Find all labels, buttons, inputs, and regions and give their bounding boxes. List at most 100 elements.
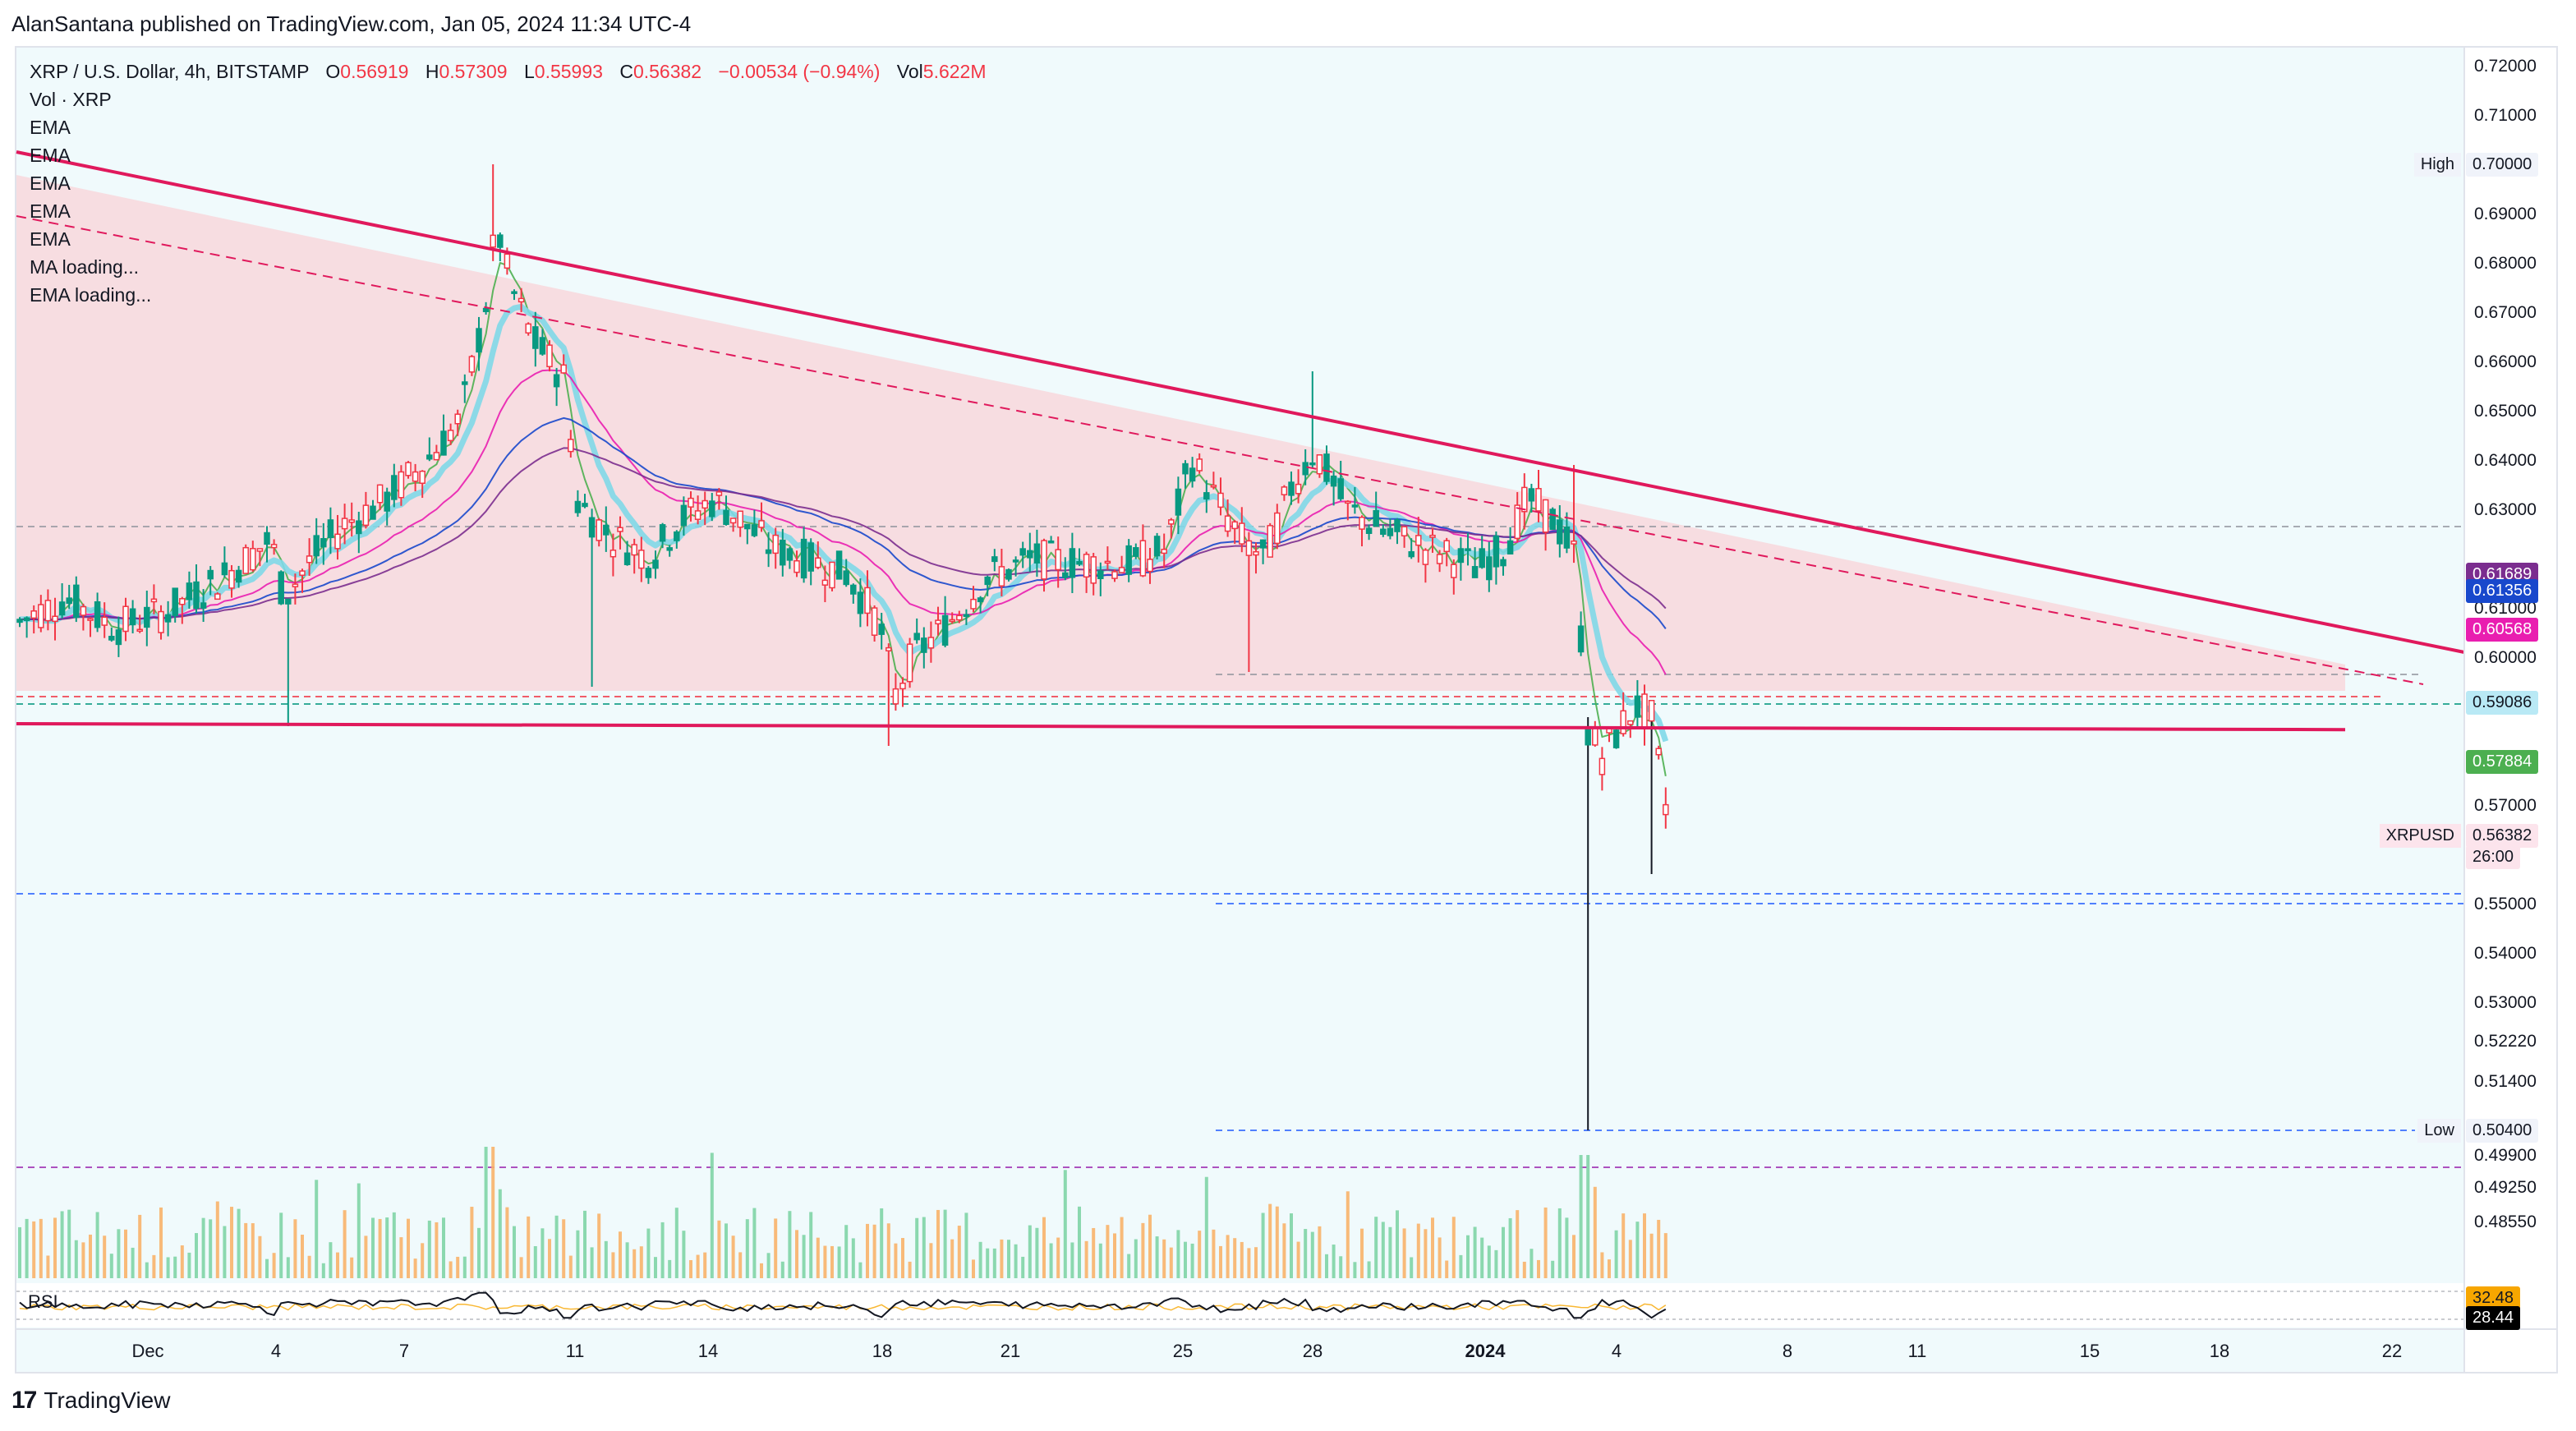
volume-bar — [25, 1218, 29, 1278]
candle-body — [744, 523, 751, 530]
volume-bar — [816, 1237, 820, 1278]
volume-bar — [548, 1239, 551, 1278]
volume-bar — [866, 1223, 869, 1278]
legend-indicator-ema-1[interactable]: EMA — [30, 117, 71, 138]
candle-body — [518, 297, 525, 303]
candle-body — [214, 593, 221, 600]
volume-bar — [674, 1208, 678, 1278]
candle-body — [1415, 535, 1422, 546]
volume-bar — [138, 1214, 142, 1278]
candle-body — [906, 643, 913, 683]
volume-bar — [491, 1147, 495, 1278]
volume-bar — [1586, 1155, 1590, 1278]
candle-body — [1486, 556, 1493, 581]
price-marker-tag[interactable]: 0.60568 — [2466, 617, 2539, 642]
volume-bar — [1360, 1228, 1364, 1278]
candle-body — [729, 518, 737, 524]
candle-body — [108, 635, 115, 641]
candle-body — [334, 533, 341, 550]
candle-body — [172, 587, 178, 617]
candle-body — [73, 584, 80, 619]
price-tick-label: 0.49900 — [2474, 1146, 2537, 1165]
price-tick-label: 0.66000 — [2474, 352, 2537, 371]
volume-bar — [1593, 1186, 1597, 1278]
volume-bar — [1516, 1210, 1520, 1278]
legend-indicator-ema-4[interactable]: EMA — [30, 200, 71, 222]
candle-body — [935, 619, 941, 625]
candle-body — [1012, 559, 1019, 563]
volume-bar — [399, 1237, 403, 1278]
candle-body — [1663, 803, 1669, 816]
volume-bar — [279, 1212, 283, 1278]
candle-body — [546, 344, 553, 368]
volume-bar — [1663, 1233, 1668, 1278]
legend-change: −0.00534 (−0.94%) — [718, 61, 881, 82]
candle-body — [1323, 453, 1330, 482]
legend-indicator-ema-loading[interactable]: EMA loading... — [30, 284, 152, 306]
candle-body — [1330, 475, 1337, 487]
price-marker-tag[interactable]: 0.61356 — [2466, 578, 2539, 603]
price-tick-label: 0.72000 — [2474, 57, 2537, 76]
candle-body — [320, 538, 327, 548]
legend-indicator-ema-3[interactable]: EMA — [30, 173, 71, 194]
candle-body — [949, 619, 955, 623]
candle-body — [1281, 486, 1288, 495]
candle-body — [313, 535, 320, 557]
volume-bar — [442, 1217, 445, 1278]
candle-body — [1302, 462, 1309, 476]
candle-body — [299, 570, 306, 576]
price-tick-label: 0.52220 — [2474, 1032, 2537, 1051]
volume-bar — [1198, 1231, 1202, 1278]
volume-bar — [223, 1226, 227, 1278]
candle-body — [250, 548, 256, 571]
candle-body — [1493, 535, 1500, 568]
candle-body — [468, 356, 476, 373]
candle-body — [886, 646, 892, 651]
candle-body — [1161, 549, 1167, 554]
legend-indicator-volume[interactable]: Vol · XRP — [30, 89, 112, 110]
candle-body — [532, 326, 539, 349]
volume-bar — [421, 1243, 425, 1278]
price-marker-tag[interactable]: 0.50400 — [2466, 1119, 2539, 1143]
chart-frame[interactable] — [15, 46, 2558, 1373]
candle-body — [87, 618, 94, 621]
volume-bar — [1367, 1261, 1371, 1278]
volume-bar — [554, 1215, 559, 1278]
candle-body — [136, 628, 143, 633]
price-marker-tag[interactable]: 0.56382 — [2466, 824, 2539, 849]
time-tick-label: 14 — [698, 1341, 718, 1361]
candle-body — [560, 364, 567, 374]
price-marker-tag[interactable]: 0.57884 — [2466, 749, 2539, 774]
candle-body — [1542, 499, 1549, 533]
volume-bar — [427, 1220, 431, 1278]
volume-bar — [350, 1257, 354, 1278]
candle-body — [1655, 748, 1662, 756]
price-marker-tag[interactable]: 0.59086 — [2466, 690, 2539, 715]
volume-bar — [1502, 1226, 1505, 1278]
volume-bar — [1473, 1226, 1477, 1278]
candle-body — [1224, 515, 1231, 532]
volume-bar — [1127, 1254, 1131, 1278]
candle-body — [1239, 522, 1245, 545]
price-marker-tag[interactable]: 0.70000 — [2466, 153, 2539, 177]
legend-low-value: 0.55993 — [534, 61, 603, 82]
volume-bar — [364, 1235, 368, 1278]
time-tick-label: 4 — [271, 1341, 281, 1361]
volume-bar — [293, 1219, 297, 1278]
legend-indicator-ema-5[interactable]: EMA — [30, 228, 71, 250]
legend-indicator-ema-2[interactable]: EMA — [30, 145, 71, 166]
legend-ohlc-row[interactable]: XRP / U.S. Dollar, 4h, BITSTAMP O0.56919… — [30, 58, 987, 85]
candle-body — [1097, 570, 1104, 579]
candle-body — [574, 500, 582, 513]
candle-body — [1055, 549, 1061, 571]
volume-bar — [568, 1255, 573, 1278]
candle-body — [58, 601, 66, 616]
volume-bar — [1007, 1240, 1010, 1278]
candle-body — [1153, 536, 1161, 557]
candle-body — [207, 569, 214, 580]
legend-indicator-ma[interactable]: MA loading... — [30, 256, 139, 278]
candle-body — [1612, 729, 1620, 748]
volume-bar — [724, 1223, 728, 1278]
candle-body — [977, 597, 984, 603]
